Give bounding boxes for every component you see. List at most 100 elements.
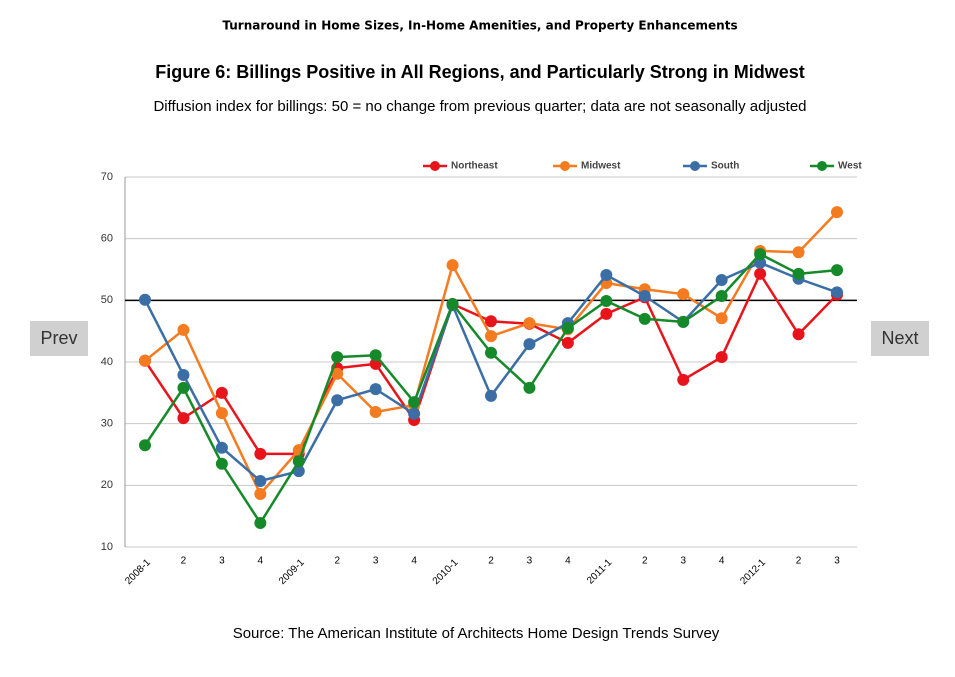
data-point xyxy=(408,407,421,420)
data-point xyxy=(523,381,536,394)
data-point xyxy=(254,447,267,460)
x-tick-label: 2 xyxy=(181,556,187,567)
data-point xyxy=(561,336,574,349)
data-point xyxy=(715,312,728,325)
data-point xyxy=(215,407,228,420)
data-point xyxy=(715,290,728,303)
data-point xyxy=(254,516,267,529)
x-tick-label: 3 xyxy=(527,556,533,567)
data-point xyxy=(292,455,305,468)
x-tick-label: 4 xyxy=(411,556,417,567)
x-tick-label: 2012-1 xyxy=(738,557,768,587)
data-point xyxy=(331,394,344,407)
legend-marker xyxy=(430,161,440,171)
data-point xyxy=(831,206,843,219)
y-tick-label: 40 xyxy=(101,356,113,368)
data-point xyxy=(831,264,843,277)
data-point xyxy=(215,441,228,454)
data-point xyxy=(677,373,690,386)
chart-subtitle: Diffusion index for billings: 50 = no ch… xyxy=(153,98,806,115)
x-tick-label: 3 xyxy=(834,556,840,567)
legend-label: South xyxy=(711,161,739,172)
y-tick-label: 10 xyxy=(101,541,113,553)
data-point xyxy=(177,381,190,394)
y-tick-label: 50 xyxy=(101,294,113,306)
data-point xyxy=(638,290,651,303)
y-tick-label: 60 xyxy=(101,233,113,245)
series-line xyxy=(143,252,838,526)
data-point xyxy=(715,351,728,364)
x-tick-label: 3 xyxy=(373,556,379,567)
data-point xyxy=(485,315,497,328)
data-point xyxy=(485,330,497,343)
prev-button[interactable]: Prev xyxy=(30,321,88,356)
data-point xyxy=(177,368,190,381)
data-point xyxy=(446,259,459,272)
data-point xyxy=(600,294,613,307)
data-point xyxy=(177,323,190,336)
data-point xyxy=(677,315,690,328)
x-tick-label: 2008-1 xyxy=(123,557,153,587)
data-point xyxy=(638,312,651,325)
data-point xyxy=(331,351,344,364)
next-button[interactable]: Next xyxy=(871,321,929,356)
data-point xyxy=(139,293,151,306)
x-tick-label: 2010-1 xyxy=(431,557,461,587)
x-tick-label: 2011-1 xyxy=(585,557,615,587)
data-point xyxy=(523,338,536,351)
data-point xyxy=(715,273,728,286)
legend-label: Midwest xyxy=(581,161,621,172)
data-point xyxy=(139,439,151,452)
data-point xyxy=(600,307,613,320)
series-line xyxy=(143,261,838,483)
data-point xyxy=(369,383,382,396)
x-tick-label: 3 xyxy=(680,556,686,567)
y-tick-label: 30 xyxy=(101,418,113,430)
x-tick-label: 2 xyxy=(642,556,648,567)
data-point xyxy=(254,487,267,500)
data-point xyxy=(600,269,613,282)
x-tick-label: 4 xyxy=(565,556,571,567)
legend-marker xyxy=(690,161,700,171)
data-point xyxy=(139,354,151,367)
data-point xyxy=(446,298,459,311)
data-point xyxy=(369,405,382,418)
y-tick-label: 20 xyxy=(101,479,113,491)
x-tick-label: 4 xyxy=(258,556,264,567)
data-point xyxy=(792,246,805,259)
data-point xyxy=(792,328,805,341)
legend-marker xyxy=(560,161,570,171)
legend-label: Northeast xyxy=(451,161,498,172)
legend-label: West xyxy=(838,161,862,172)
data-point xyxy=(792,267,805,280)
data-point xyxy=(485,389,497,402)
legend-marker xyxy=(817,161,827,171)
chart-title: Figure 6: Billings Positive in All Regio… xyxy=(155,62,804,82)
data-point xyxy=(177,412,190,425)
data-point xyxy=(215,457,228,470)
page-header: Turnaround in Home Sizes, In-Home Amenit… xyxy=(222,19,737,33)
x-tick-label: 4 xyxy=(719,556,725,567)
data-point xyxy=(408,396,421,409)
source-note: Source: The American Institute of Archit… xyxy=(233,625,720,642)
data-point xyxy=(331,367,344,380)
y-tick-label: 70 xyxy=(101,171,113,183)
data-point xyxy=(215,386,228,399)
data-point xyxy=(754,256,767,269)
data-point xyxy=(754,248,767,261)
data-point xyxy=(754,267,767,280)
data-point xyxy=(485,346,497,359)
x-tick-label: 3 xyxy=(219,556,225,567)
x-tick-label: 2 xyxy=(796,556,802,567)
data-point xyxy=(677,288,690,301)
data-point xyxy=(831,286,843,299)
x-tick-label: 2 xyxy=(334,556,340,567)
data-point xyxy=(369,357,382,370)
data-point xyxy=(254,475,267,488)
data-point xyxy=(523,317,536,330)
x-tick-label: 2009-1 xyxy=(277,557,307,587)
x-tick-label: 2 xyxy=(488,556,494,567)
data-point xyxy=(561,322,574,335)
